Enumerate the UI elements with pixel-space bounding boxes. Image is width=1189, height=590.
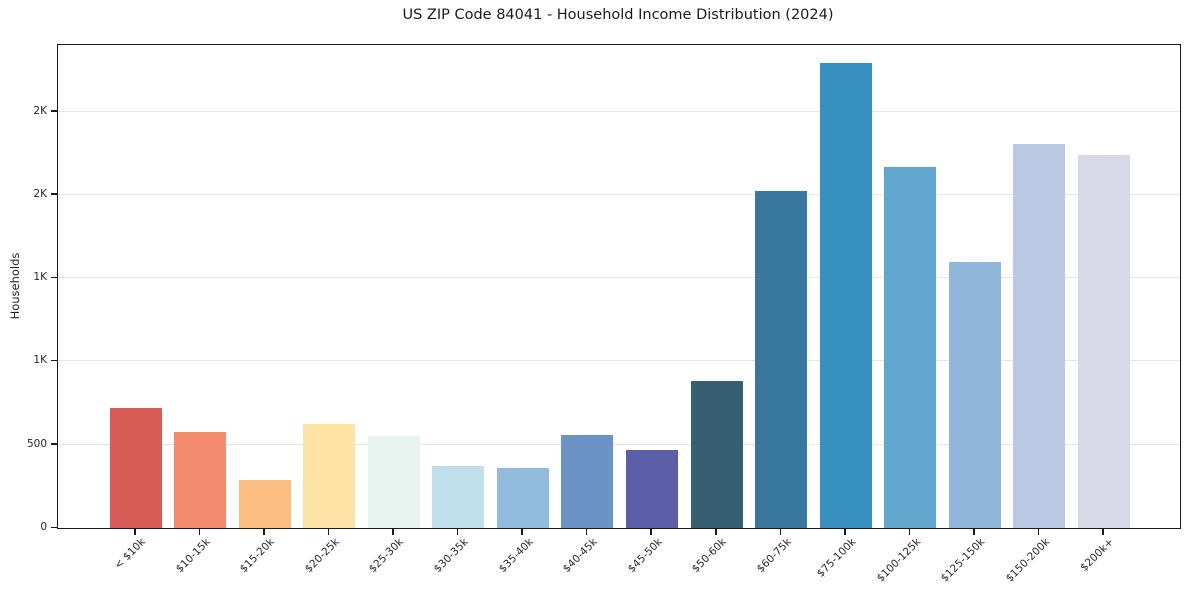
gridline xyxy=(58,277,1180,279)
gridline xyxy=(58,443,1180,445)
x-tick-mark xyxy=(327,528,330,535)
bar xyxy=(109,407,162,528)
x-tick-mark xyxy=(456,528,459,535)
x-tick-mark xyxy=(263,528,265,535)
bar xyxy=(561,435,614,528)
y-tick-label: 500 xyxy=(26,437,47,450)
bar xyxy=(238,480,291,528)
gridline xyxy=(58,360,1180,362)
y-tick-label: 2K xyxy=(33,104,47,117)
x-tick-mark xyxy=(715,528,717,535)
gridline xyxy=(58,193,1180,195)
bar xyxy=(884,166,937,528)
y-tick-mark xyxy=(51,443,57,445)
y-tick-label: 0 xyxy=(40,521,47,533)
x-tick-mark xyxy=(1102,528,1104,535)
x-tick-mark xyxy=(134,528,136,535)
y-tick-mark xyxy=(51,193,57,195)
bar xyxy=(755,190,808,528)
bar xyxy=(1013,143,1066,528)
x-tick-label: $15-20k xyxy=(238,536,278,576)
y-tick-label: 2K xyxy=(33,187,47,200)
x-tick-mark xyxy=(908,528,911,535)
x-tick-label: $75-100k xyxy=(814,536,859,580)
x-tick-mark xyxy=(198,528,201,535)
x-tick-label: $35-40k xyxy=(496,536,536,576)
plot-area xyxy=(57,44,1181,529)
x-tick-label: $200k+ xyxy=(1078,536,1117,574)
x-tick-mark xyxy=(392,528,394,535)
x-tick-label: $40-45k xyxy=(560,536,600,576)
bar xyxy=(367,436,420,528)
bar xyxy=(496,467,549,528)
x-tick-label: $100-125k xyxy=(874,536,923,585)
x-tick-mark xyxy=(1037,528,1040,535)
x-tick-label: < $10k xyxy=(112,536,148,572)
y-tick-mark xyxy=(51,276,57,279)
x-tick-label: $50-60k xyxy=(689,536,730,576)
bar xyxy=(625,450,678,528)
bar xyxy=(432,465,485,528)
y-tick-mark xyxy=(51,110,57,112)
bar xyxy=(1077,154,1130,528)
gridline xyxy=(58,110,1180,112)
x-tick-label: $150-200k xyxy=(1003,536,1052,585)
y-tick-mark xyxy=(51,526,57,528)
x-tick-label: $30-35k xyxy=(431,536,471,576)
bar xyxy=(690,381,743,528)
x-tick-mark xyxy=(779,528,782,535)
bar xyxy=(174,431,227,528)
x-tick-mark xyxy=(973,528,975,535)
bar xyxy=(948,262,1001,528)
y-tick-label: 1K xyxy=(33,271,47,284)
x-tick-label: $45-50k xyxy=(625,536,665,576)
y-tick-label: 1K xyxy=(33,354,47,367)
x-tick-label: $25-30k xyxy=(367,536,407,576)
x-tick-label: $125-150k xyxy=(938,536,988,585)
chart-title: US ZIP Code 84041 - Household Income Dis… xyxy=(402,7,834,23)
x-tick-mark xyxy=(521,528,523,535)
x-tick-mark xyxy=(844,528,846,535)
bar xyxy=(303,424,356,528)
x-tick-label: $60-75k xyxy=(754,536,794,576)
x-tick-mark xyxy=(650,528,652,535)
x-tick-label: $10-15k xyxy=(173,536,213,576)
x-tick-label: $20-25k xyxy=(302,536,342,576)
bar xyxy=(819,63,872,528)
y-tick-mark xyxy=(51,359,57,362)
x-tick-mark xyxy=(585,528,588,535)
y-axis-label: Households xyxy=(8,252,22,320)
